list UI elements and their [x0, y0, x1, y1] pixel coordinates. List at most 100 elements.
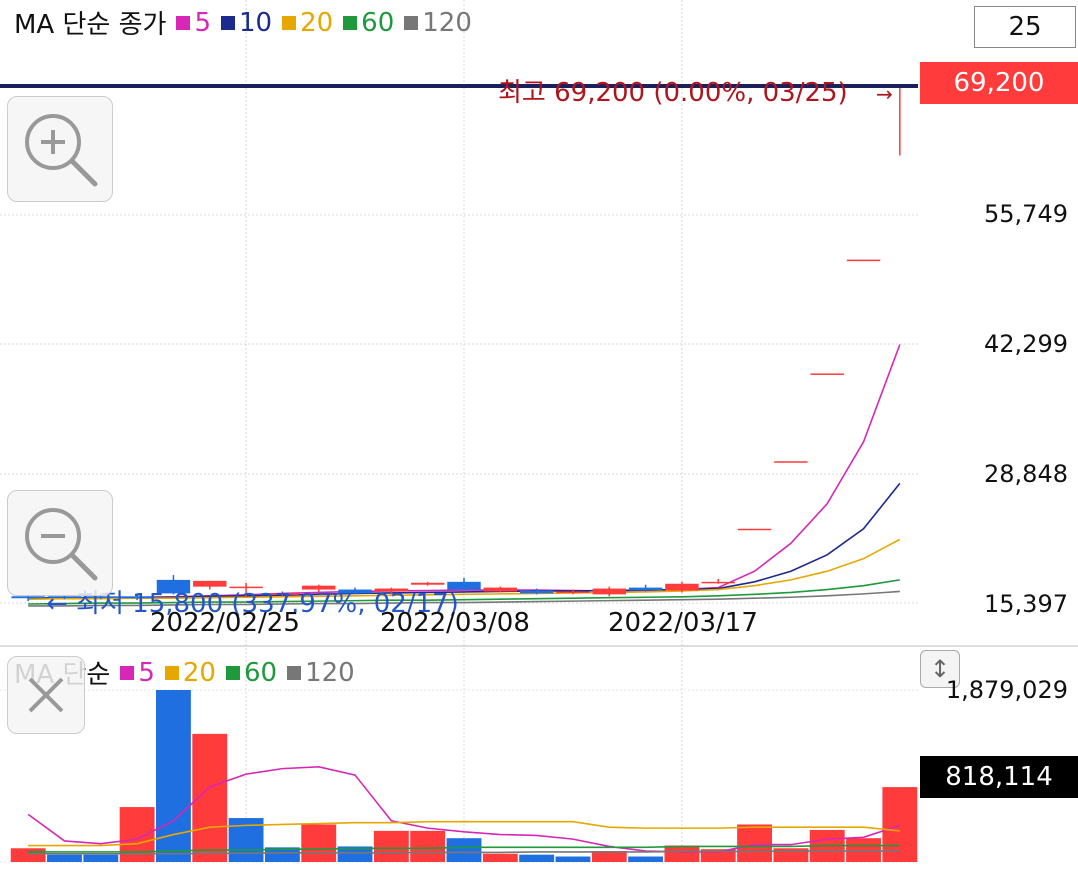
price-legend-title: MA 단순 종가: [14, 10, 167, 40]
candle-body: [447, 581, 481, 590]
candle-body: [120, 596, 154, 599]
zoom-in-icon: [25, 114, 98, 187]
candle-body: [628, 587, 663, 591]
volume-bar: [337, 846, 373, 862]
legend-label: 120: [305, 657, 355, 688]
candle-body: [701, 581, 735, 584]
scale-toggle-button[interactable]: ↕: [920, 650, 960, 688]
candle-body: [810, 373, 844, 375]
ma-line-120: [28, 590, 900, 607]
volume-bar: [482, 853, 518, 862]
grid-lines: [0, 0, 918, 863]
price-moving-averages: [28, 344, 901, 607]
volume-bar: [373, 830, 409, 862]
price-legend-item-10[interactable]: 10: [220, 7, 273, 38]
ma-line-10: [28, 482, 901, 600]
volume-legend-item-5[interactable]: 5: [120, 658, 155, 688]
volume-moving-averages: [27, 765, 901, 855]
candle-body: [374, 588, 409, 592]
y-axis-label: 15,397: [984, 590, 1068, 618]
candle-body: [774, 461, 808, 463]
current-volume-tag: 818,114: [920, 756, 1078, 798]
volume-bar: [83, 854, 119, 862]
legend-swatch: [176, 15, 191, 30]
volume-ma-line-120: [28, 850, 900, 855]
candle-body: [846, 259, 881, 262]
candle-body: [737, 528, 772, 531]
volume-bar: [664, 845, 700, 862]
volume-legend-item-120[interactable]: 120: [287, 658, 355, 688]
volume-bar: [119, 807, 155, 862]
ma-line-20: [28, 538, 901, 600]
legend-swatch: [343, 15, 358, 30]
low-price-label: ← 최저 15,800 (337.97%, 02/17): [46, 589, 459, 619]
y-axis-label: 55,749: [984, 200, 1068, 228]
vertical-arrows-icon: ↕: [929, 655, 951, 683]
candle-body: [302, 585, 336, 590]
legend-label: 60: [243, 657, 278, 688]
volume-legend-item-60[interactable]: 60: [225, 657, 278, 688]
legend-label: 5: [138, 657, 155, 688]
legend-swatch: [282, 15, 297, 30]
volume-bar: [47, 854, 82, 862]
period-count-box[interactable]: 25: [974, 6, 1076, 48]
volume-bar: [519, 854, 555, 862]
price-legend-item-5[interactable]: 5: [176, 8, 211, 38]
price-legend-item-120[interactable]: 120: [404, 8, 472, 38]
volume-y-axis-label: 1,879,029: [945, 676, 1068, 704]
volume-ma-line-5: [27, 765, 901, 853]
close-button[interactable]: [7, 656, 85, 734]
candle-body: [592, 588, 626, 595]
candle-body: [338, 589, 372, 594]
candle-body: [193, 580, 227, 587]
candle-body: [11, 596, 45, 599]
volume-bar: [591, 851, 627, 862]
legend-label: 20: [300, 7, 334, 38]
volume-bar: [156, 690, 191, 862]
volume-legend-item-20[interactable]: 20: [164, 657, 216, 688]
candle-body: [665, 583, 699, 591]
volume-bar: [410, 830, 446, 862]
candle-body: [84, 596, 118, 598]
volume-bar: [264, 847, 300, 862]
price-ma-legend[interactable]: MA 단순 종가 5 10 20 60 120: [14, 4, 472, 41]
volume-bar: [301, 824, 337, 862]
volume-bar: [555, 856, 591, 862]
candle-body: [156, 579, 191, 594]
ma-line-60: [28, 579, 900, 605]
close-icon: [28, 677, 64, 713]
current-price-tag: 69,200: [920, 62, 1078, 104]
legend-swatch: [287, 665, 302, 680]
legend-label: 60: [361, 7, 395, 38]
y-axis-label: 42,299: [984, 330, 1068, 358]
high-price-arrow: →: [875, 82, 893, 106]
x-axis-label: 2022/03/08: [380, 608, 530, 638]
high-price-text: 최고 69,200 (0.00%, 03/25): [498, 78, 848, 108]
legend-swatch: [164, 665, 179, 680]
zoom-out-button[interactable]: [7, 490, 113, 596]
volume-bars: [10, 690, 918, 862]
volume-bar: [882, 787, 918, 862]
candle-body: [519, 590, 554, 594]
volume-bar: [10, 848, 46, 862]
legend-label: 5: [194, 7, 211, 38]
price-legend-item-20[interactable]: 20: [282, 8, 333, 38]
legend-label: 20: [182, 657, 216, 688]
legend-swatch: [404, 15, 419, 30]
zoom-in-button[interactable]: [7, 96, 113, 202]
x-axis-label: 2022/02/25: [150, 608, 300, 638]
price-legend-item-60[interactable]: 60: [343, 8, 394, 38]
candle-body: [265, 593, 300, 595]
candle-body: [410, 582, 445, 585]
x-axis-label: 2022/03/17: [608, 608, 758, 638]
y-axis-label: 28,848: [984, 460, 1068, 488]
candle-body: [47, 596, 82, 598]
candle-body: [229, 586, 263, 589]
legend-label: 120: [422, 7, 472, 38]
legend-swatch: [225, 665, 240, 680]
volume-bar: [446, 838, 482, 862]
legend-label: 10: [238, 7, 273, 38]
candle-body: [483, 587, 518, 592]
volume-bar: [737, 824, 772, 862]
